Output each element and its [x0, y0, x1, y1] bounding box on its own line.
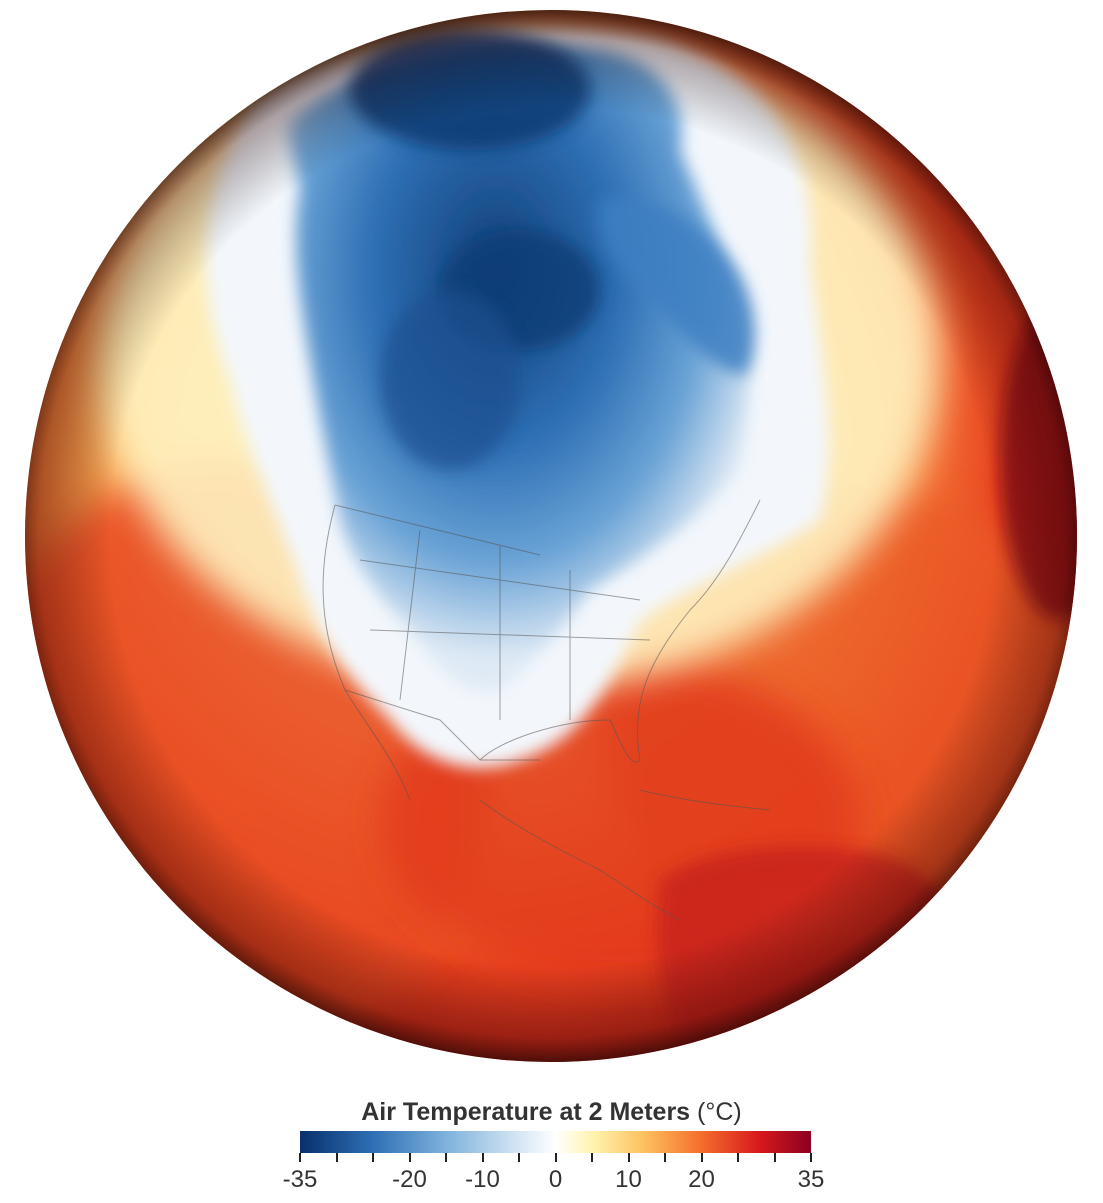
legend-title: Air Temperature at 2 Meters (°C): [0, 1098, 1103, 1127]
legend-tick: [518, 1153, 520, 1162]
legend-title-text: Air Temperature at 2 Meters: [361, 1098, 691, 1126]
legend-tick: [481, 1153, 484, 1162]
legend-tick: [591, 1153, 593, 1162]
legend-tick: [408, 1153, 411, 1162]
legend-tick: [810, 1153, 812, 1162]
legend-tick-label: 0: [548, 1166, 563, 1193]
legend-unit: (°C): [697, 1098, 742, 1126]
limb-shading: [25, 10, 1077, 1062]
legend-tick-label: -35: [282, 1166, 318, 1193]
temperature-legend: Air Temperature at 2 Meters (°C) -35 -20 -…: [0, 1080, 1103, 1203]
legend-tick-label: 35: [797, 1166, 825, 1193]
globe-svg: [25, 10, 1077, 1062]
legend-tick: [299, 1153, 301, 1162]
legend-tick-label: -20: [392, 1166, 427, 1193]
legend-tick: [700, 1153, 703, 1162]
legend-colorbar: [300, 1131, 811, 1153]
globe-map: [25, 10, 1077, 1062]
legend-tick-label: 20: [688, 1166, 715, 1193]
legend-tick: [773, 1153, 776, 1162]
legend-tick-label: -10: [465, 1166, 500, 1193]
legend-tick: [445, 1153, 447, 1162]
legend-tick: [627, 1153, 630, 1162]
legend-tick-label: 10: [615, 1166, 642, 1193]
legend-tick: [664, 1153, 666, 1162]
legend-tick: [372, 1153, 374, 1162]
legend-tick: [335, 1153, 338, 1162]
legend-tick: [554, 1153, 557, 1162]
legend-ticks: [299, 1153, 812, 1163]
legend-tick: [737, 1153, 739, 1162]
colorbar-fill: [300, 1131, 811, 1153]
